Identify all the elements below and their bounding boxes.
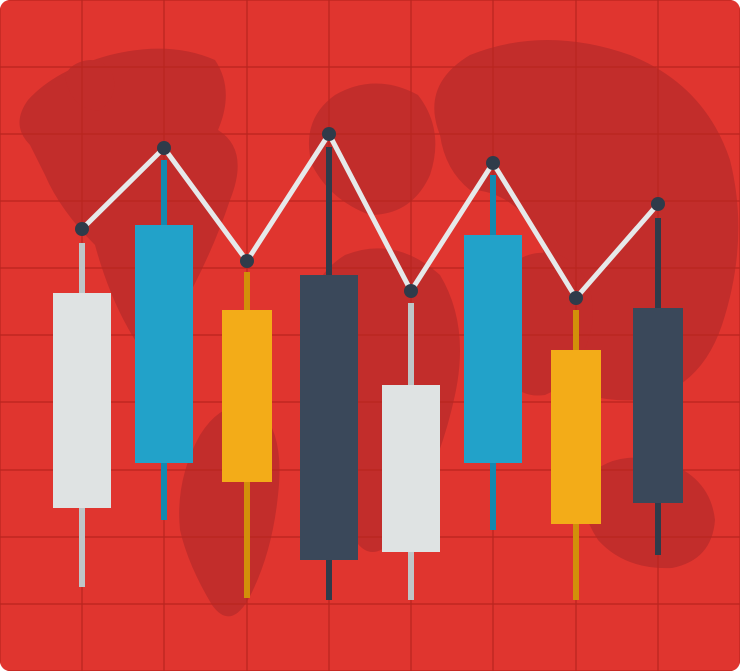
chart-svg xyxy=(0,0,740,671)
candle-body xyxy=(633,308,683,503)
trend-dot-0 xyxy=(75,222,89,236)
candle-body xyxy=(135,225,193,463)
trend-dot-1 xyxy=(157,141,171,155)
candle-body xyxy=(382,385,440,552)
candle-body xyxy=(300,275,358,560)
trend-dot-6 xyxy=(569,291,583,305)
candle-body xyxy=(222,310,272,482)
chart-canvas xyxy=(0,0,740,671)
trend-dot-7 xyxy=(651,197,665,211)
trend-dot-5 xyxy=(486,156,500,170)
candle-body xyxy=(53,293,111,508)
trend-dot-3 xyxy=(322,127,336,141)
trend-dot-2 xyxy=(240,254,254,268)
candle-body xyxy=(551,350,601,524)
candle-body xyxy=(464,235,522,463)
trend-dot-4 xyxy=(404,284,418,298)
